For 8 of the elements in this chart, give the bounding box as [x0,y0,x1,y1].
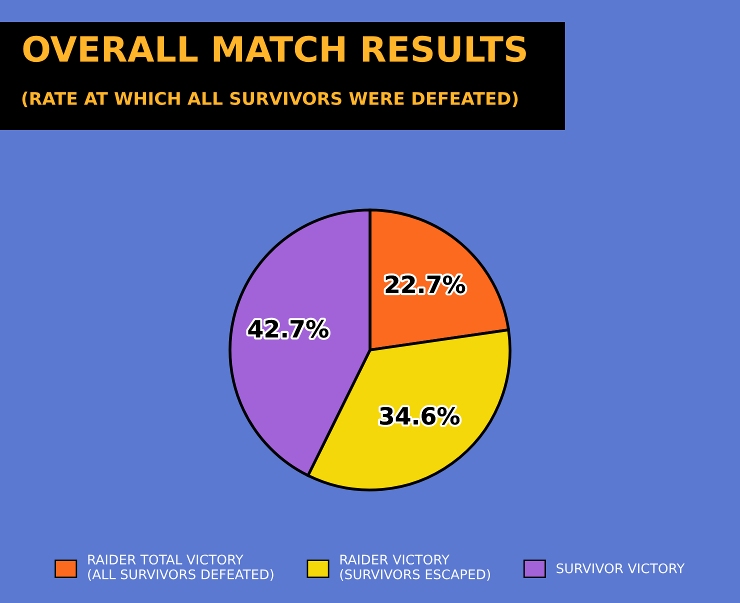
data-label: 34.6% [380,406,460,425]
data-label: 22.7% [386,275,466,294]
chart-subtitle: (RATE AT WHICH ALL SURVIVORS WERE DEFEATED) [22,92,518,108]
legend-label: RAIDER VICTORY (SURVIVORS ESCAPED) [340,554,490,581]
data-label: 42.7% [248,320,328,338]
chart-title: OVERALL MATCH RESULTS [23,36,526,62]
legend-label: RAIDER TOTAL VICTORY (ALL SURVIVORS DEFEATED) [88,554,274,581]
legend-label: SURVIVOR VICTORY [556,563,685,574]
